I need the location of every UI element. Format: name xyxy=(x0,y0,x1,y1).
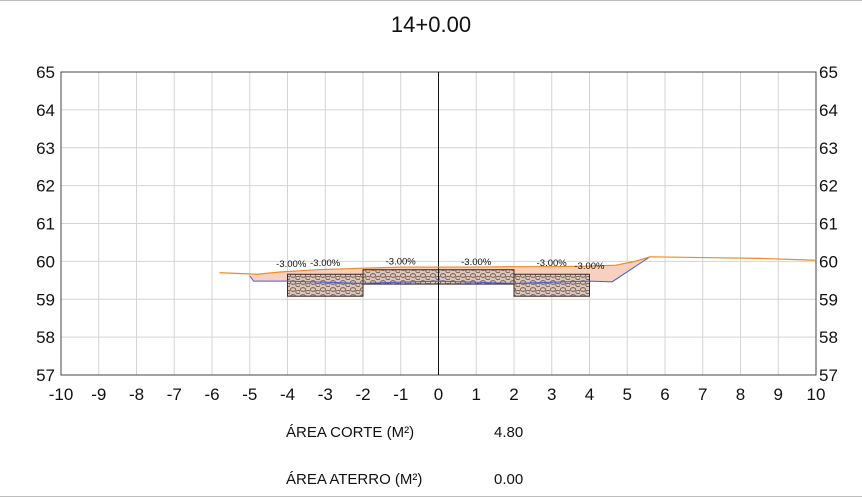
terrain-line xyxy=(219,256,817,275)
y-tick-label-right: 58 xyxy=(819,328,838,347)
x-tick-label: 7 xyxy=(698,385,707,404)
y-tick-label-right: 65 xyxy=(819,63,838,82)
y-tick-label-right: 63 xyxy=(819,139,838,158)
y-tick-label-right: 62 xyxy=(819,177,838,196)
pavement-layer xyxy=(287,273,364,297)
x-tick-label: -4 xyxy=(280,385,295,404)
slope-label: -3.00% xyxy=(276,259,307,270)
x-tick-label: 0 xyxy=(434,385,443,404)
x-tick-label: -2 xyxy=(355,385,370,404)
slope-label: -3.00% xyxy=(386,256,417,267)
x-tick-label: -9 xyxy=(91,385,106,404)
y-tick-label-right: 59 xyxy=(819,290,838,309)
x-tick-label: 10 xyxy=(807,385,826,404)
slope-label: -3.00% xyxy=(537,258,568,269)
frame-top-border xyxy=(0,0,862,1)
y-tick-label-left: 60 xyxy=(36,252,55,271)
y-tick-label-right: 64 xyxy=(819,101,838,120)
x-tick-label: 6 xyxy=(660,385,669,404)
x-tick-label: -6 xyxy=(204,385,219,404)
x-tick-label: 3 xyxy=(547,385,556,404)
x-tick-label: 4 xyxy=(585,385,594,404)
x-tick-label: 5 xyxy=(623,385,632,404)
subgrade-line xyxy=(249,256,651,284)
x-tick-label: 1 xyxy=(472,385,481,404)
area-aterro-label: ÁREA ATERRO (M²) xyxy=(286,471,423,488)
area-aterro-value: 0.00 xyxy=(494,471,524,488)
x-tick-label: -10 xyxy=(49,385,74,404)
x-tick-label: -3 xyxy=(318,385,333,404)
x-tick-label: -8 xyxy=(129,385,144,404)
y-tick-label-right: 61 xyxy=(819,215,838,234)
y-tick-label-left: 64 xyxy=(36,101,55,120)
pavement-layer xyxy=(513,273,590,297)
x-tick-label: 8 xyxy=(736,385,745,404)
x-tick-label: 9 xyxy=(774,385,783,404)
section-title: 14+0.00 xyxy=(390,12,472,37)
y-tick-label-left: 59 xyxy=(36,290,55,309)
y-tick-label-left: 62 xyxy=(36,177,55,196)
slope-label: -3.00% xyxy=(310,258,341,269)
y-tick-label-left: 57 xyxy=(36,366,55,385)
x-tick-label: -1 xyxy=(393,385,408,404)
area-corte-label: ÁREA CORTE (M²) xyxy=(286,424,415,441)
y-tick-label-left: 58 xyxy=(36,328,55,347)
x-tick-label: -5 xyxy=(242,385,257,404)
x-tick-label: -7 xyxy=(167,385,182,404)
y-tick-label-right: 60 xyxy=(819,252,838,271)
area-corte-value: 4.80 xyxy=(494,424,524,441)
slope-label: -3.00% xyxy=(461,257,492,268)
y-tick-label-left: 63 xyxy=(36,139,55,158)
y-tick-label-right: 57 xyxy=(819,366,838,385)
x-tick-label: 2 xyxy=(509,385,518,404)
y-tick-label-left: 65 xyxy=(36,63,55,82)
slope-label: -3.00% xyxy=(574,261,605,272)
y-tick-label-left: 61 xyxy=(36,215,55,234)
